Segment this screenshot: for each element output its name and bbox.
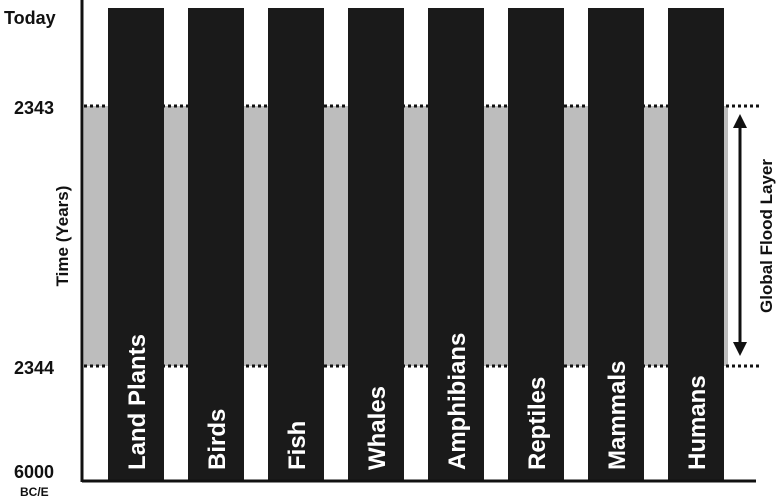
- column-label-mammals: Mammals: [604, 361, 631, 470]
- column-label-humans: Humans: [684, 375, 711, 470]
- tick-label-6000: 6000: [14, 462, 54, 482]
- column-label-amphibians: Amphibians: [444, 333, 471, 470]
- column-mammals: [588, 8, 644, 482]
- column-label-fish: Fish: [284, 421, 311, 470]
- organism-columns: Land Plants Birds Fish Whales Amphibians Rept…: [108, 8, 724, 482]
- column-land-plants: [108, 8, 164, 482]
- column-humans: [668, 8, 724, 482]
- column-label-whales: Whales: [364, 386, 391, 470]
- tick-label-today: Today: [4, 8, 56, 28]
- tick-label-bce: BC/E: [20, 485, 49, 499]
- column-reptiles: [508, 8, 564, 482]
- column-label-land-plants: Land Plants: [124, 334, 151, 470]
- column-birds: [188, 8, 244, 482]
- tick-label-2344: 2344: [14, 358, 54, 378]
- column-whales: [348, 8, 404, 482]
- column-fish: [268, 8, 324, 482]
- column-label-reptiles: Reptiles: [524, 377, 551, 470]
- y-axis-title: Time (Years): [53, 186, 72, 287]
- flood-layer-label: Global Flood Layer: [757, 159, 776, 313]
- flood-layer-arrow: [733, 114, 747, 356]
- column-label-birds: Birds: [204, 409, 231, 470]
- column-amphibians: [428, 8, 484, 482]
- tick-label-2343: 2343: [14, 98, 54, 118]
